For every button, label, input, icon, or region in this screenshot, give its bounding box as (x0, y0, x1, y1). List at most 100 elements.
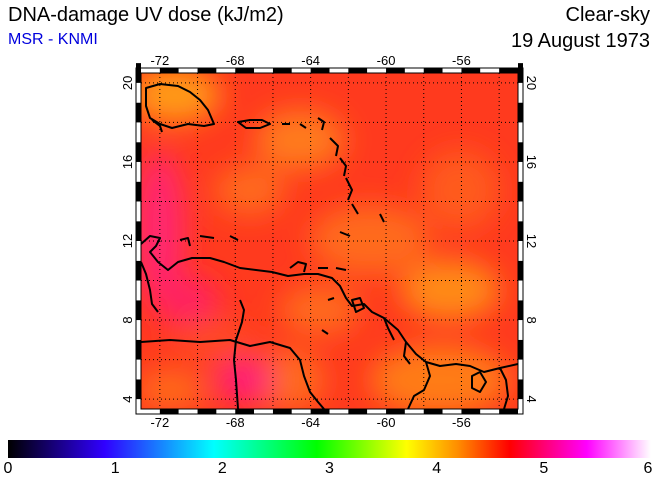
frame-segment (136, 161, 141, 182)
frame-segment (136, 260, 141, 281)
frame-segment (141, 409, 160, 414)
frame-segment (178, 409, 198, 414)
source-label: MSR - KNMI (8, 31, 98, 48)
frame-segment (136, 102, 141, 123)
lat-tick-label-right: 16 (524, 155, 539, 169)
frame-segment (136, 320, 141, 340)
frame-segment (291, 409, 311, 414)
lon-tick-label-top: -64 (301, 53, 320, 68)
frame-segment (367, 409, 387, 414)
lon-tick-label-bottom: -56 (452, 415, 471, 430)
frame-segment (136, 379, 141, 400)
lat-tick-label-right: 20 (524, 76, 539, 90)
colorbar (8, 440, 651, 458)
frame-segment (518, 122, 523, 143)
frame-segment (348, 409, 368, 414)
frame-segment (329, 68, 349, 73)
frame-segment (518, 359, 523, 380)
lon-tick-label-bottom: -68 (226, 415, 245, 430)
frame-segment (272, 409, 292, 414)
frame-segment (272, 68, 292, 73)
colorbar-tick-label: 2 (217, 460, 227, 477)
frame-segment (518, 142, 523, 162)
frame-segment (442, 409, 462, 414)
frame-segment (136, 280, 141, 301)
frame-segment (235, 68, 255, 73)
frame-segment (499, 68, 518, 73)
frame-segment (423, 409, 443, 414)
colorbar-tick-label: 3 (325, 460, 334, 477)
dose-field (141, 73, 518, 409)
frame-segment (216, 68, 236, 73)
frame-segment (254, 409, 273, 414)
frame-segment (197, 409, 217, 414)
frame-segment (136, 221, 141, 241)
frame-segment (310, 68, 330, 73)
frame-segment (518, 280, 523, 301)
frame-segment (518, 102, 523, 123)
frame-segment (136, 142, 141, 162)
lon-tick-label-top: -56 (452, 53, 471, 68)
frame-segment (159, 68, 179, 73)
frame-segment (518, 241, 523, 261)
frame-segment (329, 409, 349, 414)
frame-segment (404, 68, 424, 73)
frame-segment (310, 409, 330, 414)
frame-segment (136, 339, 141, 360)
lon-tick-label-bottom: -72 (150, 415, 169, 430)
frame-segment (141, 68, 160, 73)
lat-tick-label-left: 8 (120, 316, 135, 323)
frame-segment (136, 359, 141, 380)
colorbar-tick-label: 1 (110, 460, 120, 477)
lat-tick-label-left: 12 (120, 234, 135, 248)
frame-segment (518, 82, 523, 103)
lon-tick-label-top: -68 (226, 53, 245, 68)
frame-segment (136, 300, 141, 321)
tick-labels: -72 -72 -68 -68 -64 -64 -60 -60 -56 -56 20 20 16 16 12… (120, 53, 539, 430)
lat-tick-label-right: 8 (524, 316, 539, 323)
frame-segment (518, 63, 523, 83)
frame-segment (136, 241, 141, 261)
map-title: DNA-damage UV dose (kJ/m2) (8, 4, 284, 26)
frame-segment (499, 409, 518, 414)
gridlines (141, 73, 518, 409)
frame-segment (442, 68, 462, 73)
frame-segment (348, 68, 368, 73)
frame-segment (367, 68, 387, 73)
frame-segment (518, 320, 523, 340)
colorbar-tick-label: 6 (643, 460, 653, 477)
frame-segment (216, 409, 236, 414)
date-label: 19 August 1973 (510, 30, 650, 52)
frame-segment (461, 409, 481, 414)
frame-segment (518, 221, 523, 241)
frame-segment (480, 409, 500, 414)
lat-tick-label-left: 4 (120, 396, 135, 403)
frame-segment (423, 68, 443, 73)
colorbar-tick-label: 4 (432, 460, 442, 477)
frame-segment (235, 409, 255, 414)
colorbar-tick-label: 0 (3, 460, 13, 477)
frame-segment (518, 201, 523, 222)
lon-tick-label-top: -60 (377, 53, 396, 68)
plot-outline (140, 72, 519, 410)
lon-tick-label-top: -72 (150, 53, 169, 68)
frame-segment (461, 68, 481, 73)
frame-segment (518, 260, 523, 281)
lon-tick-label-bottom: -64 (301, 415, 320, 430)
frame-segment (159, 409, 179, 414)
frame-segment (136, 122, 141, 143)
frame-segment (518, 300, 523, 321)
frame-segment (386, 409, 405, 414)
frame-segment (136, 82, 141, 103)
frame-segment (136, 181, 141, 202)
frame-segment (518, 339, 523, 360)
lat-tick-label-left: 20 (120, 76, 135, 90)
condition-label: Clear-sky (565, 4, 650, 26)
frame-segment (254, 68, 273, 73)
map-frame (135, 63, 524, 415)
frame-segment (404, 409, 424, 414)
lat-tick-label-right: 4 (524, 396, 539, 403)
frame-segment (480, 68, 500, 73)
frame-segment (518, 161, 523, 182)
